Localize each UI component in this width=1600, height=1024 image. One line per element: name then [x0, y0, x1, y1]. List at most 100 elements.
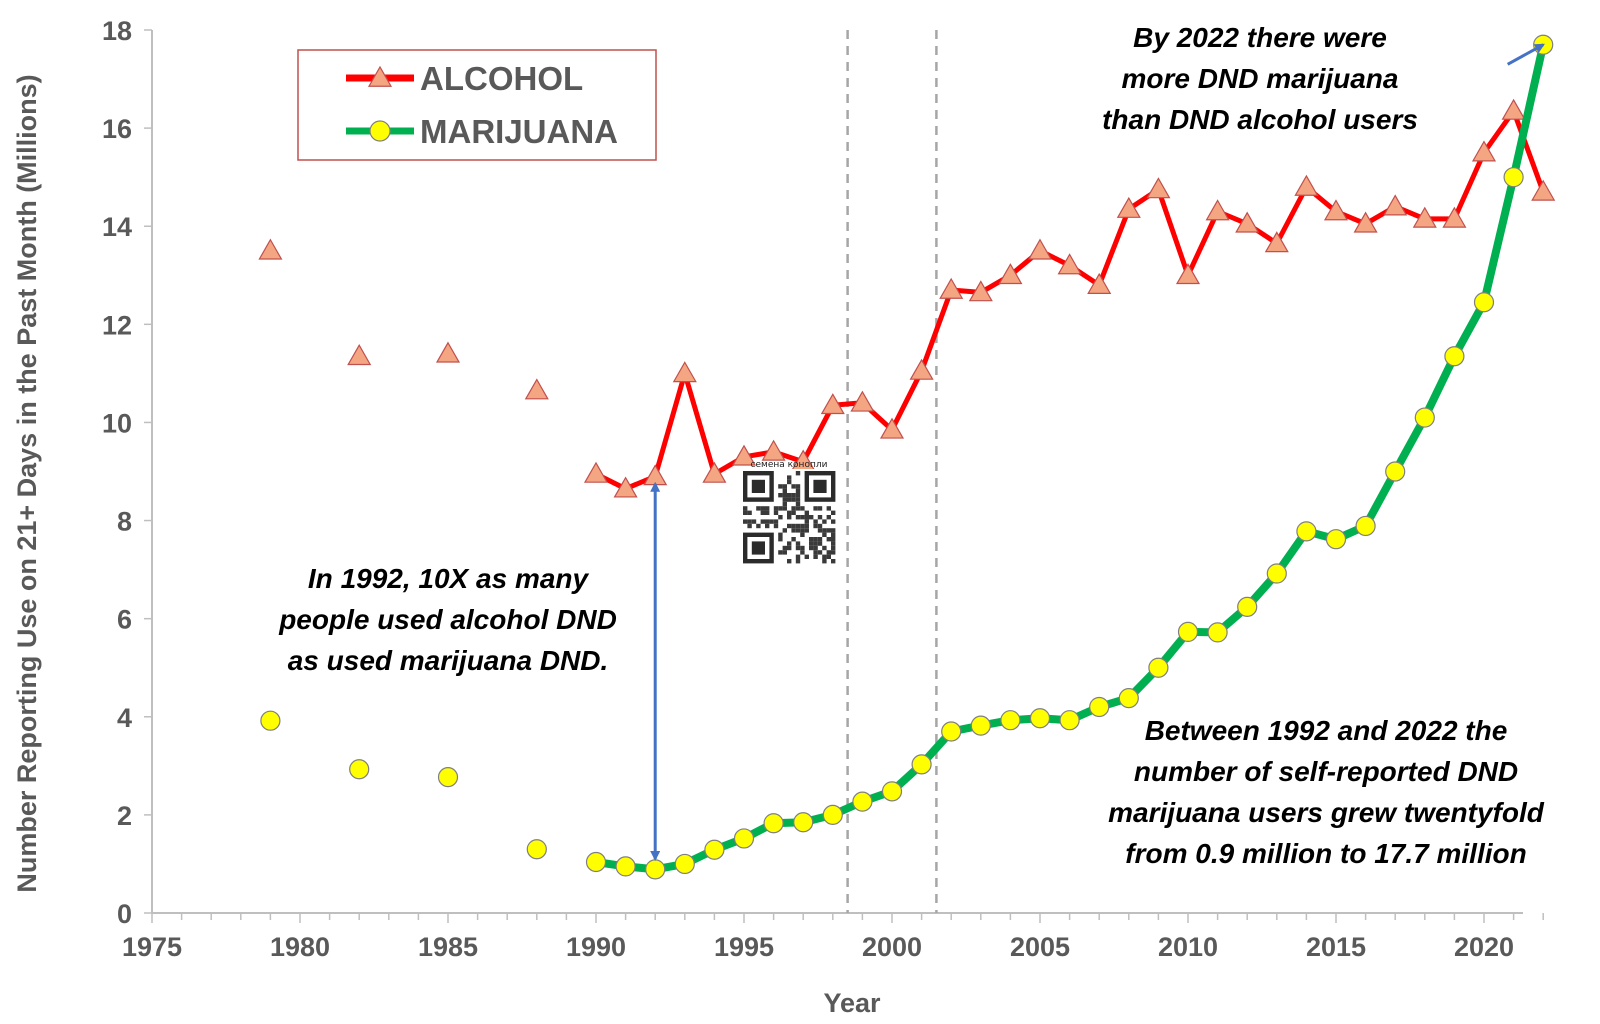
data-point-alcohol	[968, 280, 993, 302]
annotation-line: more DND marijuana	[1122, 63, 1399, 94]
y-tick-label: 0	[117, 899, 132, 929]
qr-module	[804, 523, 809, 529]
qr-module	[826, 515, 831, 520]
qr-module	[760, 519, 765, 524]
qr-module	[795, 488, 801, 493]
qr-module	[800, 545, 805, 551]
qr-module	[804, 528, 809, 533]
data-point-alcohol	[1235, 211, 1260, 233]
qr-module	[795, 541, 801, 546]
data-point-marijuana	[526, 839, 547, 860]
legend: ALCOHOL MARIJUANA	[297, 49, 657, 161]
x-tick-label: 1985	[418, 932, 478, 962]
qr-module	[831, 528, 836, 533]
qr-module	[747, 523, 752, 529]
reference-lines	[846, 30, 938, 913]
data-point-alcohol	[613, 476, 638, 498]
data-point-marijuana	[763, 813, 784, 834]
qr-module	[813, 519, 818, 524]
qr-module	[809, 545, 814, 551]
x-minor-ticks	[151, 913, 1544, 923]
qr-module	[791, 528, 796, 533]
data-point-marijuana	[1207, 622, 1228, 643]
qr-module	[831, 519, 836, 524]
qr-module	[795, 471, 801, 476]
qr-module	[773, 506, 779, 511]
qr-module	[817, 528, 823, 533]
qr-module	[822, 545, 827, 551]
qr-module	[782, 506, 787, 511]
data-point-marijuana	[1029, 708, 1051, 729]
qr-module	[822, 554, 827, 559]
qr-code-overlay: семена конопли	[741, 460, 838, 566]
qr-module	[787, 515, 792, 520]
x-tick-label: 2015	[1306, 932, 1366, 962]
data-point-alcohol	[1323, 199, 1349, 221]
y-tick-label: 4	[117, 703, 132, 733]
data-point-alcohol	[909, 358, 934, 380]
x-axis-title: Year	[823, 988, 881, 1018]
data-point-marijuana	[1473, 292, 1495, 313]
qr-module	[791, 537, 796, 542]
annotations-layer: In 1992, 10X as many people used alcohol …	[278, 22, 1545, 869]
x-tick-label: 1990	[566, 932, 626, 962]
qr-module	[791, 497, 796, 502]
qr-module	[831, 545, 836, 551]
data-point-marijuana	[1355, 515, 1376, 537]
annotation-arrow	[1506, 43, 1545, 66]
data-point-alcohol	[1146, 177, 1171, 199]
data-point-alcohol	[939, 277, 964, 299]
data-point-marijuana	[260, 710, 281, 731]
qr-module	[787, 510, 792, 515]
x-tick-label: 2010	[1158, 932, 1218, 962]
data-point-alcohol	[258, 238, 283, 260]
qr-module	[773, 523, 779, 529]
data-point-marijuana	[1266, 563, 1287, 584]
data-point-alcohol	[820, 393, 845, 415]
data-point-marijuana	[1385, 461, 1406, 482]
qr-module	[791, 493, 796, 498]
data-point-alcohol	[1501, 98, 1526, 120]
annotation-line: as used marijuana DND.	[288, 645, 609, 676]
qr-finder-core	[751, 541, 765, 555]
qr-module	[787, 479, 792, 485]
y-tick-label: 16	[102, 114, 132, 144]
qr-module	[822, 528, 827, 533]
qr-module	[817, 537, 823, 542]
data-point-marijuana	[1503, 167, 1524, 188]
qr-module	[791, 510, 796, 515]
data-point-marijuana	[1237, 596, 1258, 617]
qr-module	[817, 506, 823, 511]
qr-module	[765, 506, 770, 511]
qr-module	[747, 510, 752, 515]
data-point-alcohol	[1383, 194, 1408, 216]
x-tick-labels: 1975 1980 1985 1990 1995 2000 2005 2010 2015 2020	[122, 932, 1514, 962]
y-tick-labels: 0 2 4 6 8 10 12 14 16 18	[102, 16, 152, 929]
qr-module	[760, 506, 765, 511]
qr-module	[769, 519, 774, 524]
annotation-line: In 1992, 10X as many	[308, 563, 590, 594]
data-point-marijuana	[585, 851, 607, 873]
qr-module	[782, 488, 787, 493]
qr-module	[765, 523, 770, 529]
qr-module	[791, 523, 796, 529]
data-point-marijuana	[822, 804, 843, 825]
qr-module	[778, 515, 783, 520]
qr-module	[791, 484, 796, 489]
qr-module	[813, 545, 818, 551]
qr-module	[778, 532, 783, 537]
qr-module	[804, 519, 809, 524]
qr-module	[773, 519, 779, 524]
y-tick-label: 10	[102, 408, 132, 438]
annotation-line: marijuana users grew twentyfold	[1108, 797, 1545, 828]
qr-finder-core	[751, 479, 765, 493]
qr-module	[826, 554, 831, 559]
qr-module	[813, 506, 818, 511]
annotation-line: people used alcohol DND	[278, 604, 617, 635]
data-point-marijuana	[1118, 688, 1139, 709]
qr-module	[813, 523, 818, 529]
data-point-marijuana	[1444, 346, 1465, 367]
data-point-marijuana	[1059, 710, 1080, 731]
qr-module	[817, 515, 823, 520]
